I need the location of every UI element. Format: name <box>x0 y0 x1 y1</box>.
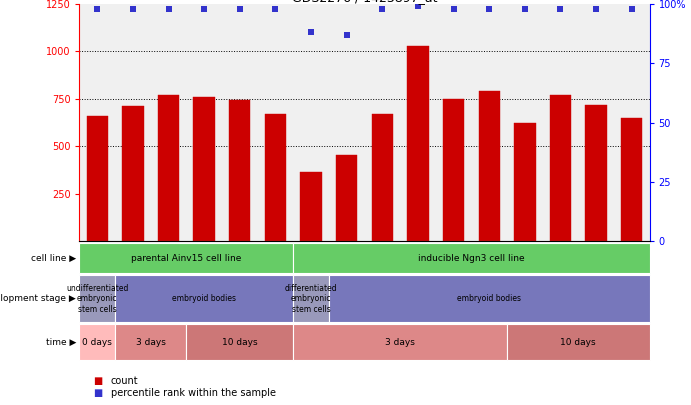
Text: inducible Ngn3 cell line: inducible Ngn3 cell line <box>418 254 524 263</box>
Bar <box>443 99 464 241</box>
Bar <box>79 243 293 273</box>
Text: ■: ■ <box>93 376 102 386</box>
Point <box>305 29 316 36</box>
Point <box>377 6 388 12</box>
Bar <box>507 324 650 360</box>
Bar <box>621 118 643 241</box>
Text: parental Ainv15 cell line: parental Ainv15 cell line <box>131 254 242 263</box>
Bar <box>293 275 329 322</box>
Bar <box>407 46 428 241</box>
Text: 3 days: 3 days <box>136 338 166 347</box>
Bar <box>372 114 393 241</box>
Point <box>484 6 495 12</box>
Point <box>413 3 424 10</box>
Text: count: count <box>111 376 138 386</box>
Bar <box>115 275 293 322</box>
Bar <box>585 105 607 241</box>
Text: ■: ■ <box>93 388 102 398</box>
Bar <box>293 243 650 273</box>
Point <box>198 6 209 12</box>
Point <box>341 32 352 38</box>
Point <box>163 6 174 12</box>
Text: embryoid bodies: embryoid bodies <box>457 294 521 303</box>
Bar <box>265 114 286 241</box>
Point <box>448 6 459 12</box>
Bar <box>86 116 108 241</box>
Bar <box>122 107 144 241</box>
Text: development stage ▶: development stage ▶ <box>0 294 76 303</box>
Bar <box>115 324 187 360</box>
Bar <box>301 172 322 241</box>
Text: cell line ▶: cell line ▶ <box>31 254 76 263</box>
Bar <box>329 275 650 322</box>
Point <box>127 6 138 12</box>
Point <box>270 6 281 12</box>
Bar <box>79 275 115 322</box>
Point <box>555 6 566 12</box>
Text: 0 days: 0 days <box>82 338 112 347</box>
Text: undifferentiated
embryonic
stem cells: undifferentiated embryonic stem cells <box>66 284 129 313</box>
Text: 10 days: 10 days <box>560 338 596 347</box>
Bar <box>514 124 536 241</box>
Point <box>234 6 245 12</box>
Bar <box>79 324 115 360</box>
Text: embryoid bodies: embryoid bodies <box>172 294 236 303</box>
Bar <box>193 97 215 241</box>
Point <box>92 6 103 12</box>
Text: 10 days: 10 days <box>222 338 258 347</box>
Text: differentiated
embryonic
stem cells: differentiated embryonic stem cells <box>285 284 337 313</box>
Bar <box>336 155 357 241</box>
Bar <box>293 324 507 360</box>
Bar <box>158 95 179 241</box>
Bar <box>550 95 571 241</box>
Bar <box>229 100 250 241</box>
Bar <box>187 324 293 360</box>
Point <box>591 6 602 12</box>
Point <box>520 6 531 12</box>
Text: time ▶: time ▶ <box>46 338 76 347</box>
Point <box>626 6 637 12</box>
Title: GDS2276 / 1423897_at: GDS2276 / 1423897_at <box>292 0 437 4</box>
Text: percentile rank within the sample: percentile rank within the sample <box>111 388 276 398</box>
Text: 3 days: 3 days <box>385 338 415 347</box>
Bar <box>478 91 500 241</box>
